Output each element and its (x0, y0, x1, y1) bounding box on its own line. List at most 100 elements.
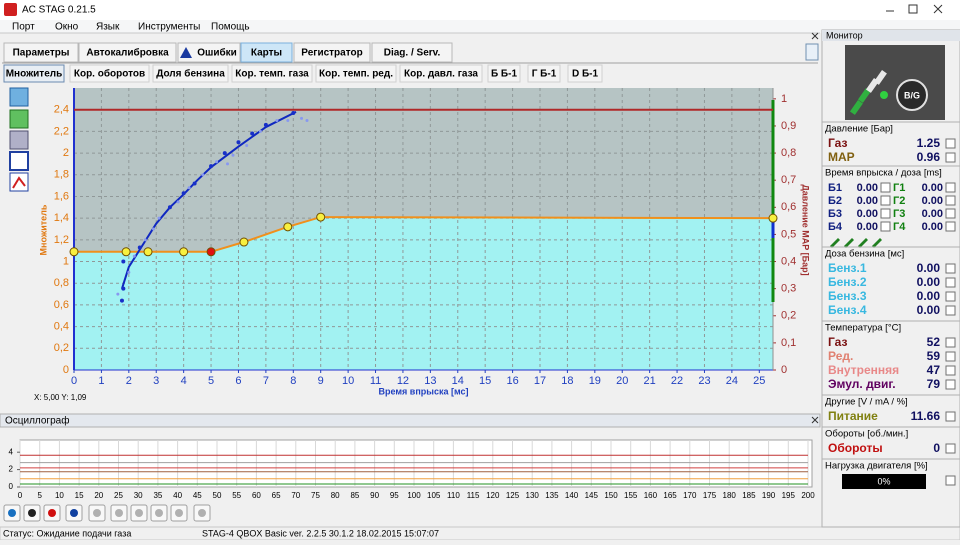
checkbox[interactable] (945, 351, 956, 362)
tab-label[interactable]: Автокалибровка (86, 47, 169, 59)
point-marker[interactable] (69, 247, 79, 257)
checkbox[interactable] (945, 337, 956, 348)
panel-close[interactable] (811, 32, 819, 40)
x-tick-label: 15 (75, 491, 84, 500)
close[interactable] (933, 4, 943, 14)
x-tick-label: 70 (291, 491, 300, 500)
subtab-label[interactable]: D Б-1 (572, 69, 599, 80)
tab[interactable] (177, 42, 241, 63)
checkbox[interactable] (945, 277, 956, 288)
x-tick-label: 10 (342, 375, 354, 387)
subtab[interactable] (69, 64, 150, 83)
x-tick-label: 7 (263, 375, 269, 387)
checkbox[interactable] (945, 195, 956, 206)
menu-item[interactable]: Помощь (211, 22, 250, 33)
subtab[interactable] (527, 64, 561, 83)
point-marker[interactable] (206, 247, 216, 257)
tab-label[interactable]: Ошибки (197, 47, 237, 59)
checkbox[interactable] (945, 208, 956, 219)
checkbox[interactable] (945, 379, 956, 390)
subtab[interactable] (152, 64, 229, 83)
checkbox[interactable] (945, 138, 956, 149)
tool-button[interactable] (9, 109, 29, 129)
menu-item[interactable]: Инструменты (138, 22, 200, 33)
subtab-label[interactable]: Доля бензина (156, 68, 225, 80)
checkbox[interactable] (880, 195, 891, 206)
checkbox[interactable] (945, 152, 956, 163)
tab[interactable] (3, 42, 79, 63)
point-marker[interactable] (283, 222, 293, 232)
menu-item[interactable]: Окно (55, 22, 79, 33)
menu-item[interactable]: Язык (96, 22, 120, 33)
x-tick-label: 45 (193, 491, 202, 500)
x-tick-label: 125 (506, 491, 520, 500)
tab-tool[interactable] (805, 43, 819, 61)
x-tick-label: 155 (624, 491, 638, 500)
checkbox[interactable] (880, 182, 891, 193)
point-marker[interactable] (121, 247, 131, 257)
y2-tick-label: 0,2 (781, 310, 796, 322)
scatter-point (275, 119, 279, 123)
point-marker[interactable] (239, 237, 249, 247)
checkbox[interactable] (945, 305, 956, 316)
window-buttons[interactable] (886, 4, 943, 14)
y-tick-label: 1,6 (54, 190, 69, 202)
checkbox[interactable] (945, 291, 956, 302)
subtab[interactable] (3, 64, 65, 83)
y-tick-label: 0,4 (54, 321, 69, 333)
tool-button[interactable] (9, 151, 29, 171)
scatter-point (231, 153, 235, 157)
y-tick-label: 0 (9, 482, 14, 491)
scatter-point (157, 216, 161, 220)
subtab[interactable] (567, 64, 603, 83)
menu-item[interactable]: Порт (12, 22, 35, 33)
subtab-label[interactable]: Б Б-1 (491, 69, 517, 80)
checkbox[interactable] (945, 221, 956, 232)
point-marker[interactable] (768, 213, 778, 223)
subtab-label[interactable]: Кор. темп. газа (235, 69, 309, 80)
point-marker[interactable] (143, 247, 153, 257)
osc-button-glyph (8, 509, 16, 517)
subtab-label[interactable]: Множитель (6, 69, 63, 80)
checkbox[interactable] (945, 411, 956, 422)
panel-header (822, 30, 960, 41)
tool-button[interactable] (9, 130, 29, 150)
checkbox[interactable] (945, 443, 956, 454)
checkbox[interactable] (945, 365, 956, 376)
subtab[interactable] (231, 64, 313, 83)
checkbox[interactable] (945, 263, 956, 274)
subtab[interactable] (315, 64, 397, 83)
point-marker[interactable] (316, 212, 326, 222)
injector-icon (844, 238, 854, 248)
x-tick-label: 65 (272, 491, 281, 500)
checkbox[interactable] (880, 208, 891, 219)
tab[interactable] (240, 42, 293, 63)
checkbox[interactable] (945, 475, 956, 486)
point-marker[interactable] (179, 247, 189, 257)
subtab[interactable] (399, 64, 483, 83)
tab-label[interactable]: Карты (251, 48, 282, 59)
tab[interactable] (293, 42, 371, 63)
tab-label[interactable]: Diag. / Serv. (384, 48, 441, 59)
tab[interactable] (371, 42, 453, 63)
x-tick-label: 18 (561, 375, 573, 387)
checkbox[interactable] (880, 221, 891, 232)
subtab-label[interactable]: Кор. давл. газа (404, 69, 478, 80)
tab[interactable] (78, 42, 177, 63)
tab-label[interactable]: Параметры (13, 48, 70, 59)
tool-button[interactable] (9, 172, 29, 192)
scatter-point (116, 292, 120, 296)
maximize[interactable] (908, 4, 918, 14)
subtab-label[interactable]: Г Б-1 (532, 69, 557, 80)
subtab[interactable] (487, 64, 521, 83)
checkbox[interactable] (945, 182, 956, 193)
osc-header (0, 413, 821, 428)
subtab-label[interactable]: Кор. оборотов (74, 68, 145, 80)
tool-button[interactable] (9, 87, 29, 107)
osc-close[interactable] (811, 416, 819, 424)
tab-label[interactable]: Регистратор (301, 48, 362, 59)
main-chart: 0 1 2 3 4 5 6 7 8 9 10 11 12 13 14 15 16 17 18 19 20 21 22 23 24… (38, 88, 811, 396)
scatter-point (143, 238, 147, 242)
subtab-label[interactable]: Кор. темп. ред. (319, 69, 393, 80)
inj-value: 0.00 (922, 221, 943, 233)
